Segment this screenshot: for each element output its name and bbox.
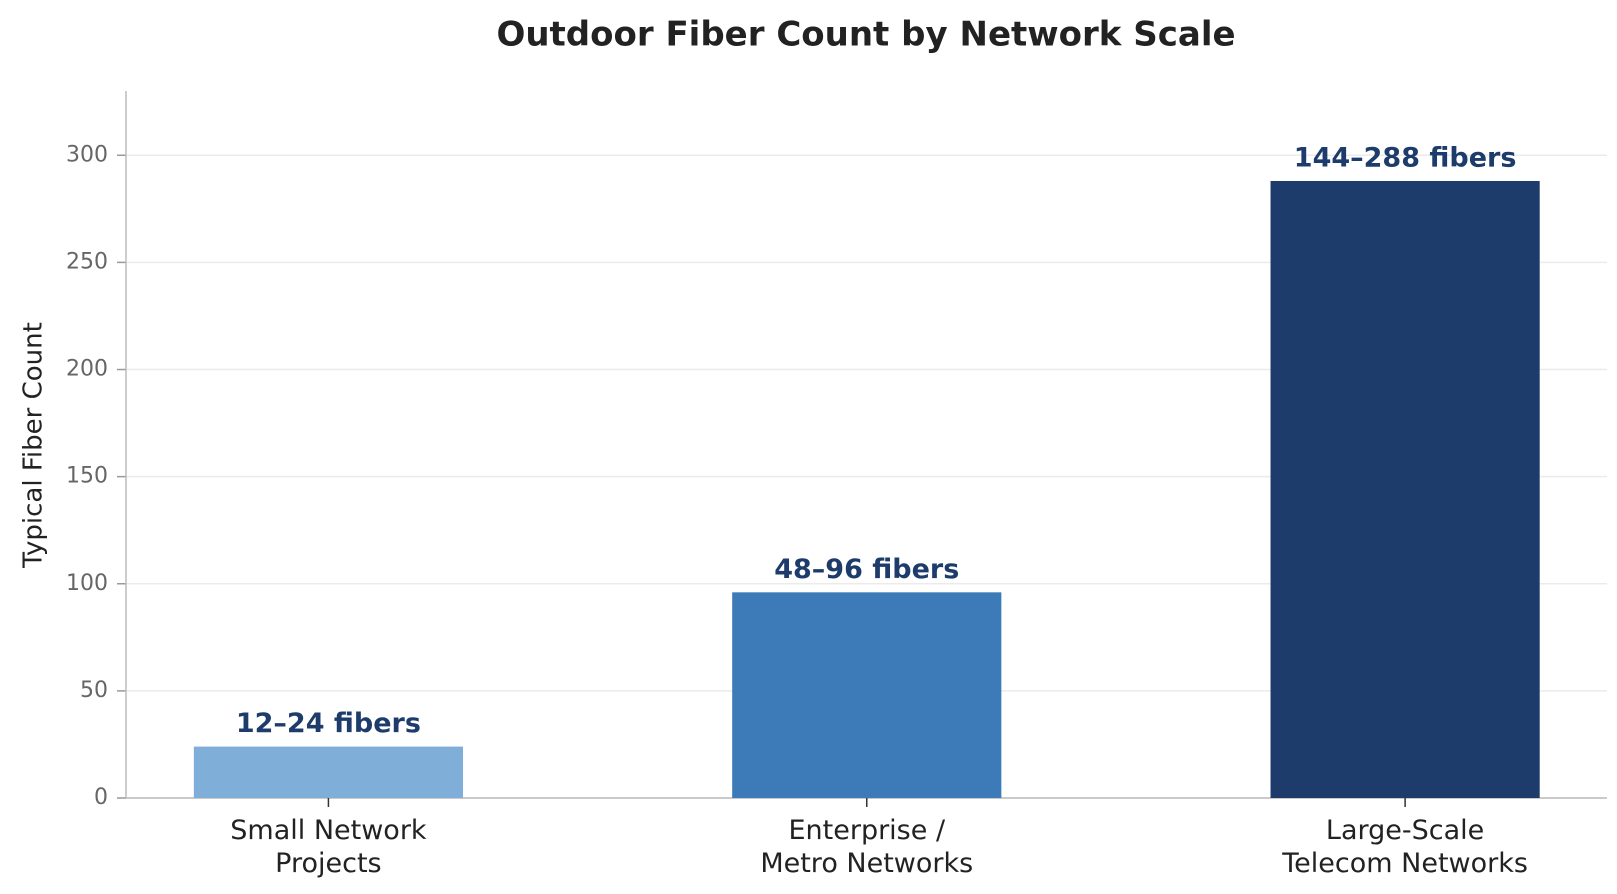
- y-tick-label: 200: [66, 357, 108, 382]
- x-tick-label: Small Network Projects: [230, 815, 427, 879]
- y-tick-label: 250: [66, 249, 108, 274]
- value-label: 12–24 fibers: [236, 708, 421, 739]
- x-tick-label: Enterprise / Metro Networks: [760, 815, 974, 879]
- chart-title: Outdoor Fiber Count by Network Scale: [496, 15, 1235, 55]
- y-tick-label: 150: [66, 464, 108, 489]
- value-label: 48–96 fibers: [774, 554, 959, 585]
- y-tick-label: 100: [66, 571, 108, 596]
- value-label: 144–288 fibers: [1294, 142, 1517, 173]
- y-tick-label: 0: [94, 785, 108, 810]
- y-axis-label: Typical Fiber Count: [19, 322, 49, 569]
- bar: [1270, 180, 1540, 798]
- y-tick-label: 300: [66, 142, 108, 167]
- y-tick-label: 50: [80, 678, 108, 703]
- bar: [732, 592, 1002, 798]
- x-tick-label: Large-Scale Telecom Networks: [1282, 815, 1528, 879]
- bar: [193, 746, 464, 798]
